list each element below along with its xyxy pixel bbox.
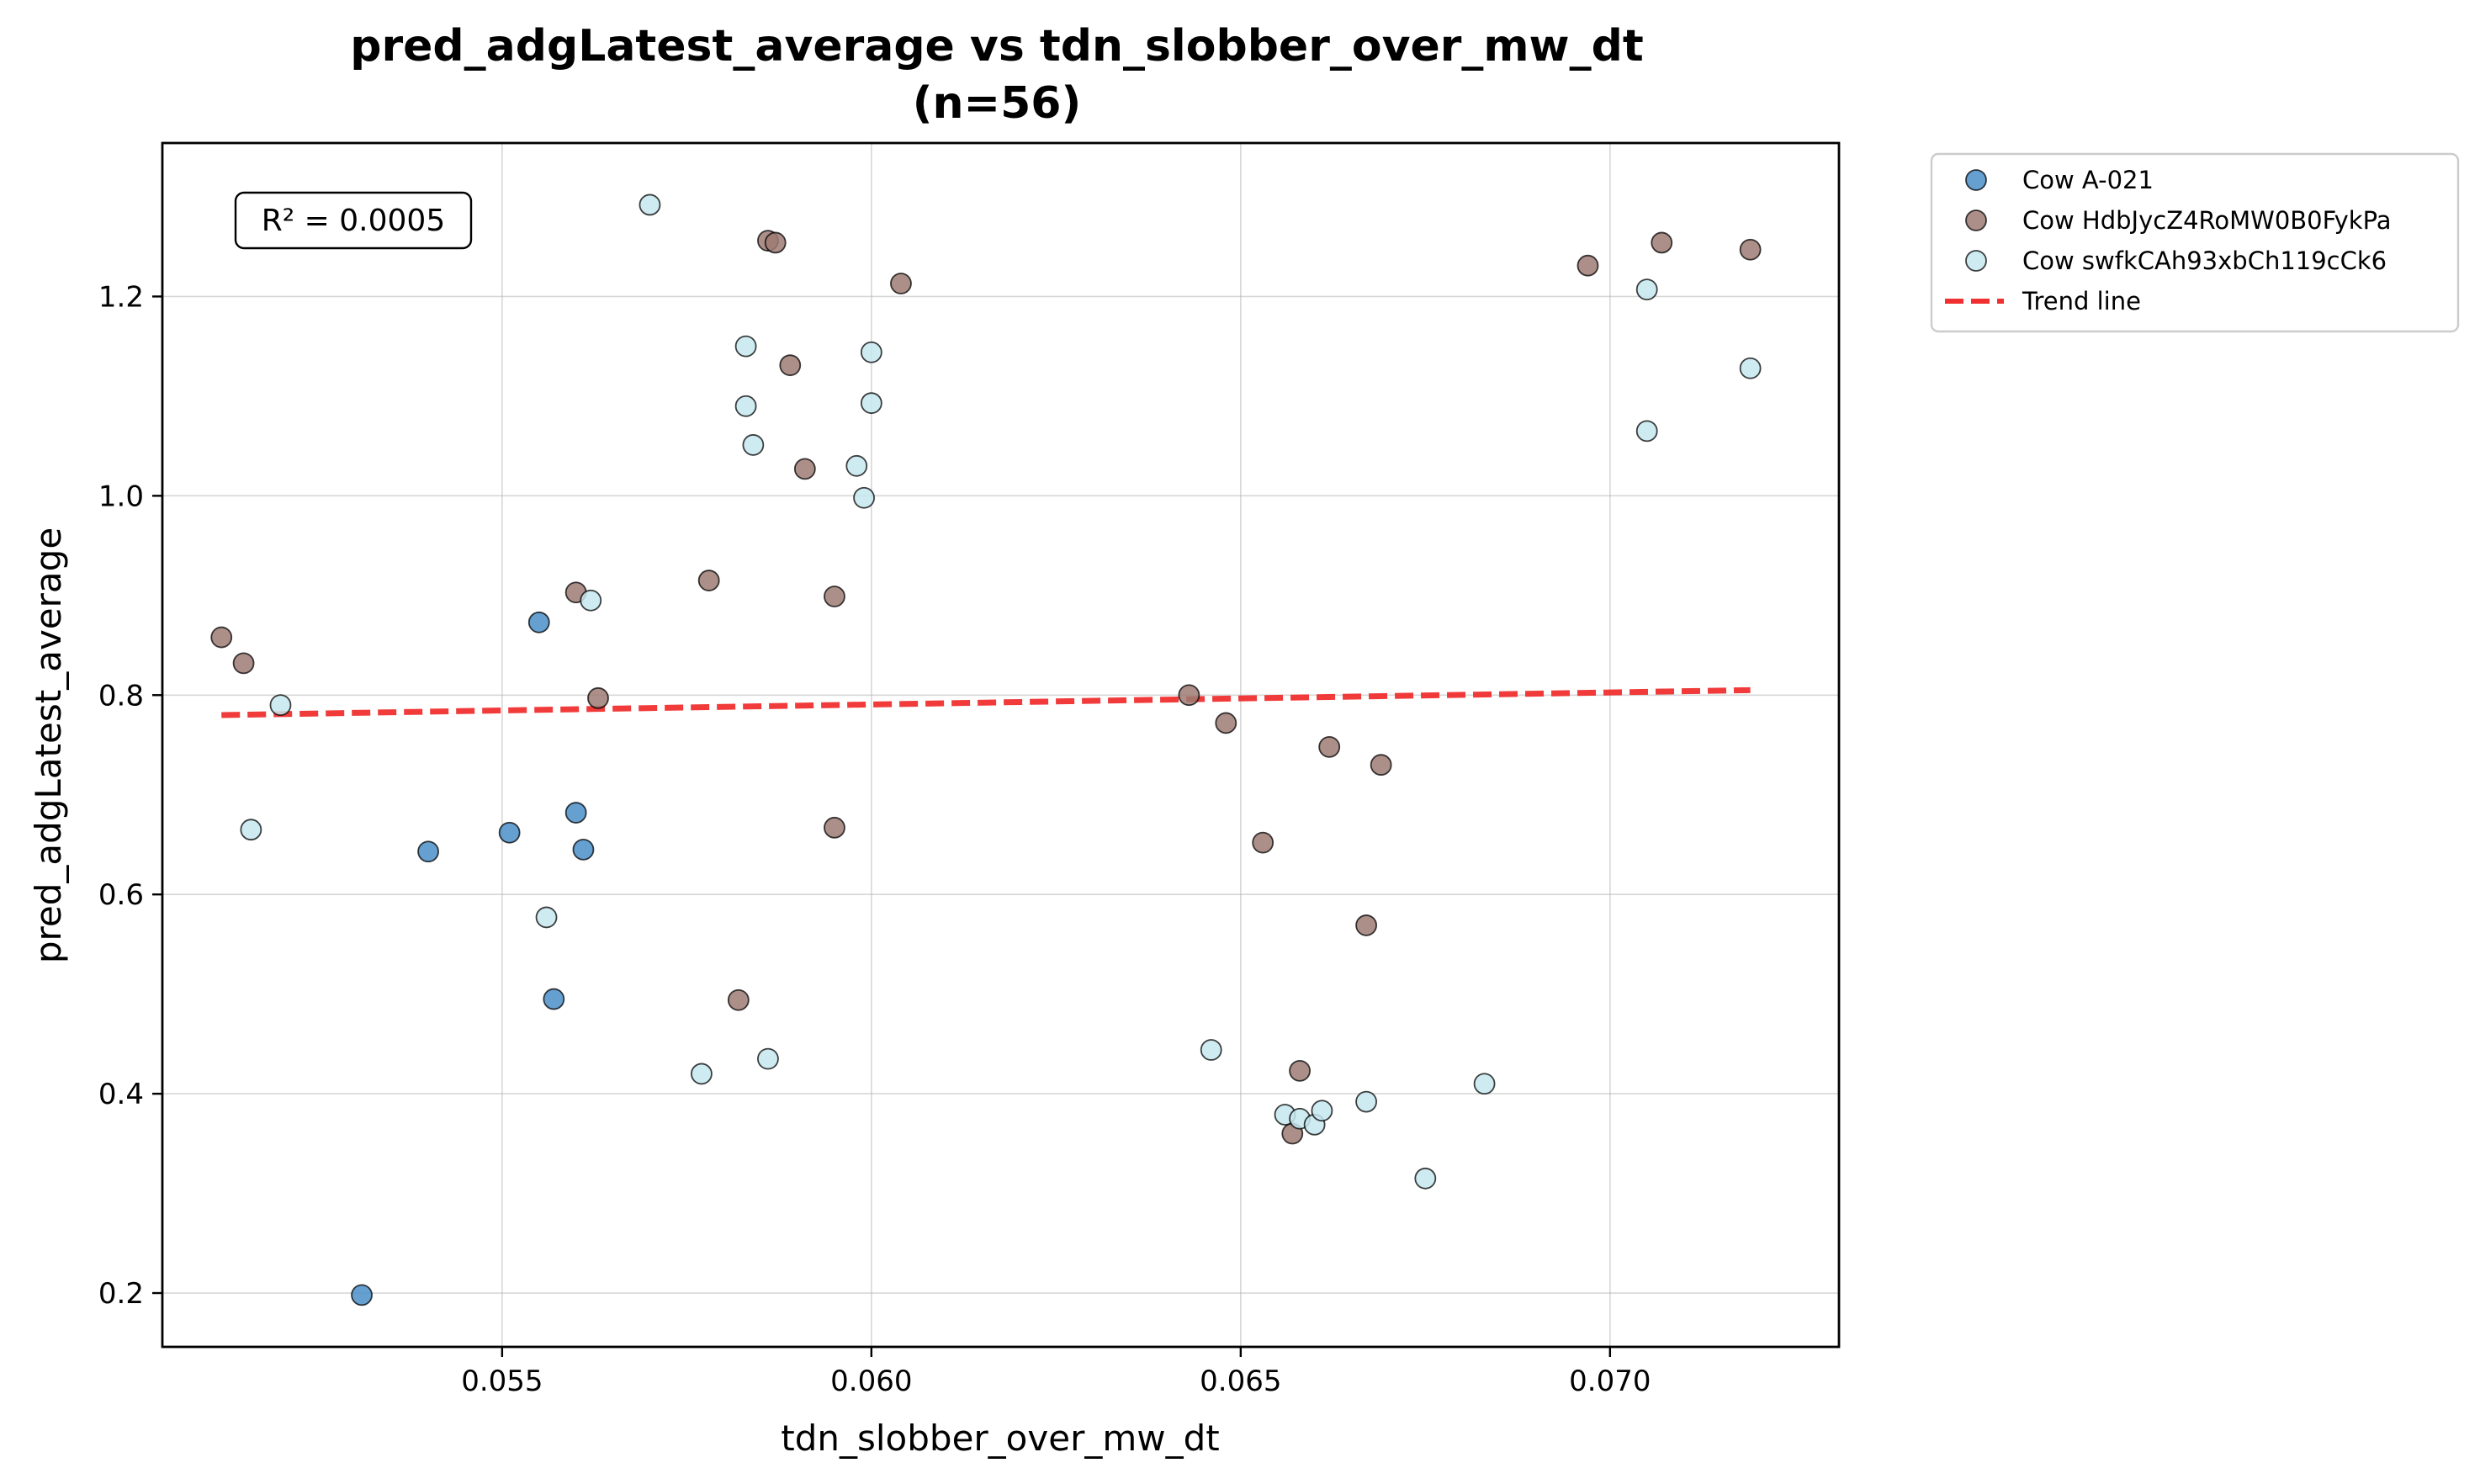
point-series-2	[1318, 735, 1341, 758]
point-series-1	[564, 802, 587, 824]
x-axis-label: tdn_slobber_over_mw_dt	[781, 1418, 1219, 1459]
y-tick-label: 0.6	[98, 878, 144, 912]
x-tick-label: 0.060	[830, 1365, 912, 1398]
point-series-3	[1473, 1073, 1496, 1095]
point-series-3	[240, 819, 262, 841]
point-series-3	[1311, 1100, 1333, 1122]
point-series-1	[543, 988, 565, 1010]
point-series-3	[845, 454, 868, 477]
legend-label-series-3: Cow swfkCAh93xbCh119cCk6	[2022, 246, 2387, 275]
point-series-2	[793, 458, 816, 480]
legend-marker-series-2	[1965, 209, 1987, 231]
point-series-3	[860, 341, 882, 363]
point-series-3	[1635, 420, 1658, 443]
point-series-3	[535, 906, 558, 929]
point-series-1	[572, 838, 595, 861]
r-squared-text: R² = 0.0005	[262, 204, 445, 238]
grid-lines	[162, 143, 1839, 1347]
point-series-3	[734, 395, 757, 417]
point-series-3	[1200, 1039, 1222, 1061]
point-series-2	[1215, 712, 1237, 734]
point-series-2	[824, 816, 845, 839]
legend-marker-series-1	[1965, 169, 1987, 191]
point-series-2	[587, 686, 609, 709]
point-series-2	[764, 231, 787, 254]
y-tick-label: 1.2	[98, 280, 144, 314]
point-series-2	[727, 988, 750, 1011]
y-axis-label: pred_adgLatest_average	[28, 527, 69, 963]
point-series-2	[210, 626, 233, 649]
y-tick-label: 0.2	[98, 1277, 144, 1311]
point-series-2	[1370, 754, 1392, 776]
point-series-3	[742, 434, 765, 456]
point-series-3	[734, 335, 757, 358]
point-series-3	[1355, 1090, 1377, 1113]
x-axis-ticks: 0.055 0.060 0.065 0.070	[461, 1347, 1651, 1398]
point-series-2	[1178, 684, 1200, 707]
legend-label-trend-line: Trend line	[2022, 287, 2141, 315]
point-series-2	[890, 273, 912, 294]
y-tick-label: 0.4	[98, 1078, 144, 1111]
point-series-3	[580, 589, 602, 612]
x-tick-label: 0.065	[1200, 1365, 1281, 1398]
legend: Cow A-021 Cow HdbJycZ4RoMW0B0FykPa Cow swf…	[1930, 152, 2460, 333]
point-series-2	[1576, 254, 1599, 277]
point-series-1	[498, 821, 521, 844]
point-series-3	[269, 694, 292, 717]
point-series-3	[860, 392, 882, 415]
legend-frame	[1930, 152, 2460, 333]
legend-marker-series-3	[1965, 250, 1987, 272]
r-squared-box: R² = 0.0005	[234, 191, 473, 250]
point-series-3	[1414, 1167, 1437, 1190]
point-series-2	[1289, 1059, 1311, 1082]
point-series-2	[697, 570, 720, 591]
point-series-3	[639, 193, 661, 216]
chart-subtitle: (n=56)	[913, 78, 1081, 129]
point-series-3	[691, 1063, 713, 1085]
point-series-3	[853, 486, 875, 509]
r-squared-box-frame	[234, 191, 473, 250]
point-series-2	[1252, 831, 1274, 854]
point-series-1	[351, 1284, 373, 1306]
point-series-2	[1355, 914, 1377, 936]
trend-line-layer	[221, 686, 1751, 718]
y-tick-label: 1.0	[98, 480, 144, 513]
point-series-1	[527, 611, 550, 633]
point-series-2	[779, 354, 802, 377]
plot-frame	[161, 141, 1841, 1349]
y-axis-ticks: 0.2 0.4 0.6 0.8 1.0 1.2	[98, 280, 162, 1311]
chart-title: pred_adgLatest_average vs tdn_slobber_ov…	[350, 21, 1643, 72]
point-series-3	[757, 1047, 779, 1070]
trend-line	[221, 686, 1751, 718]
point-series-3	[1739, 357, 1762, 379]
point-series-2	[1739, 238, 1762, 261]
x-tick-label: 0.070	[1569, 1365, 1651, 1398]
legend-label-series-1: Cow A-021	[2022, 166, 2154, 194]
plot-area	[162, 143, 1839, 1347]
y-tick-label: 0.8	[98, 679, 144, 713]
legend-label-series-2: Cow HdbJycZ4RoMW0B0FykPa	[2022, 206, 2392, 235]
point-series-1	[417, 840, 439, 863]
point-series-3	[1635, 278, 1658, 301]
point-series-2	[824, 586, 845, 607]
x-tick-label: 0.055	[461, 1365, 543, 1398]
data-points	[210, 193, 1762, 1306]
point-series-2	[232, 652, 255, 675]
point-series-2	[1651, 231, 1673, 254]
